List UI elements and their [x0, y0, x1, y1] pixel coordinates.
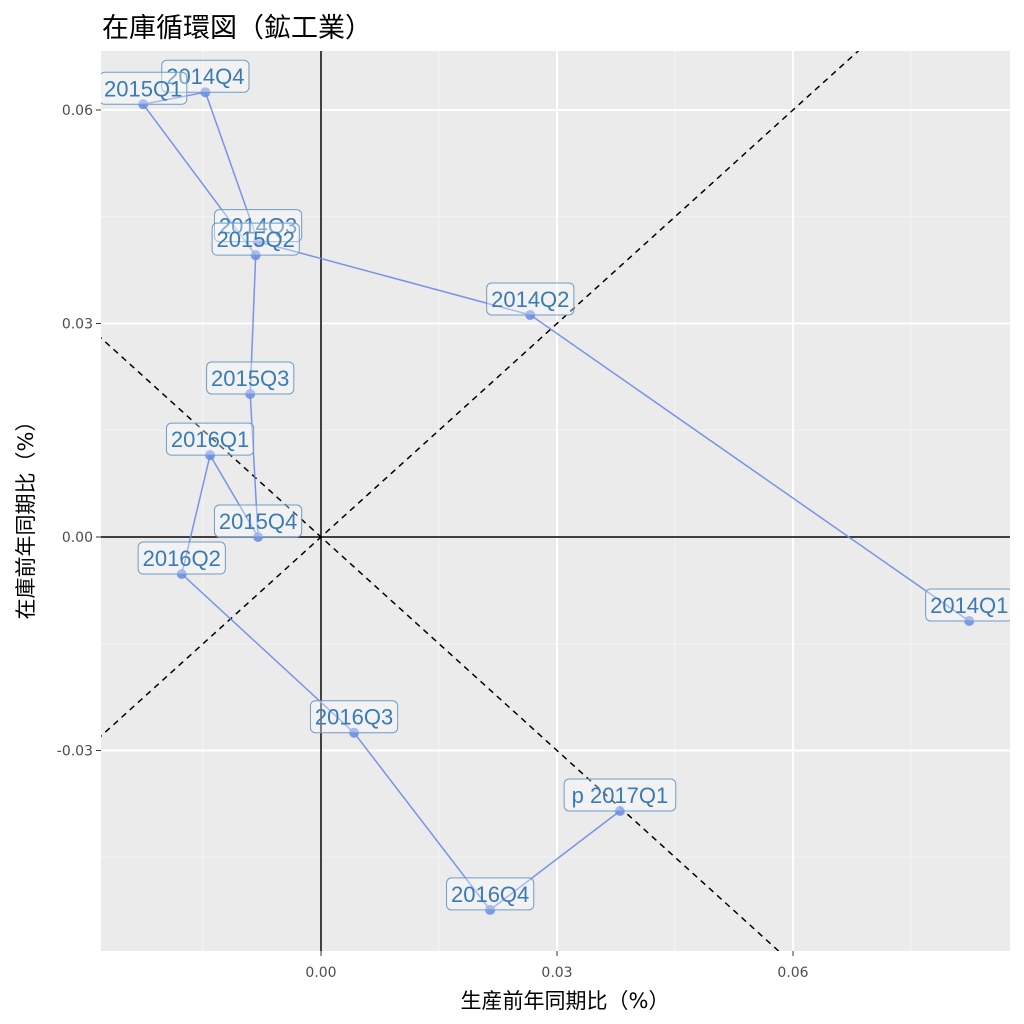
x-tick-label: 0.00: [305, 965, 336, 981]
point-label: 2016Q3: [315, 705, 393, 730]
y-tick-label: 0.03: [62, 316, 93, 332]
point-label: 2015Q2: [217, 227, 295, 252]
point-label: 2016Q4: [451, 882, 529, 907]
point-label: 2014Q4: [166, 64, 244, 89]
x-tick-label: 0.06: [777, 965, 808, 981]
y-tick-label: 0.06: [62, 103, 93, 119]
point-label-box: [213, 504, 303, 538]
point-label-box: [101, 71, 188, 105]
y-tick-label: -0.03: [57, 744, 93, 760]
point-label: 2014Q3: [219, 214, 297, 239]
point-label: 2015Q4: [219, 509, 297, 534]
chart-title: 在庫循環図（鉱工業）: [102, 13, 372, 44]
point-label-box: [211, 222, 300, 256]
point-label: 2014Q2: [491, 287, 569, 312]
point-label-box: [206, 361, 295, 395]
y-tick-label: 0.00: [62, 530, 93, 546]
point-label-box: [309, 700, 399, 734]
point-label-box: [137, 541, 226, 575]
y-axis-ticks: -0.03 0.00 0.03 0.06: [57, 103, 101, 760]
point-label-box: [486, 282, 575, 316]
x-axis-label: 生産前年同期比（%）: [460, 989, 670, 1013]
point-label: 2016Q2: [143, 546, 221, 571]
point-label-box: [446, 877, 535, 911]
point-label: 2015Q1: [104, 76, 182, 101]
point-label: 2014Q1: [930, 593, 1008, 618]
point-label-box: [563, 778, 677, 812]
point-label: 2016Q1: [171, 427, 249, 452]
point-label-box: [925, 588, 1010, 622]
x-axis-ticks: 0.00 0.03 0.06: [305, 951, 809, 981]
point-label: p 2017Q1: [572, 783, 669, 808]
point-label-box: [165, 422, 255, 456]
point-label-box: [213, 209, 303, 243]
point-label: 2015Q3: [211, 366, 289, 391]
x-tick-label: 0.03: [541, 965, 572, 981]
panel-background: [101, 51, 1010, 951]
point-label-box: [161, 59, 250, 93]
